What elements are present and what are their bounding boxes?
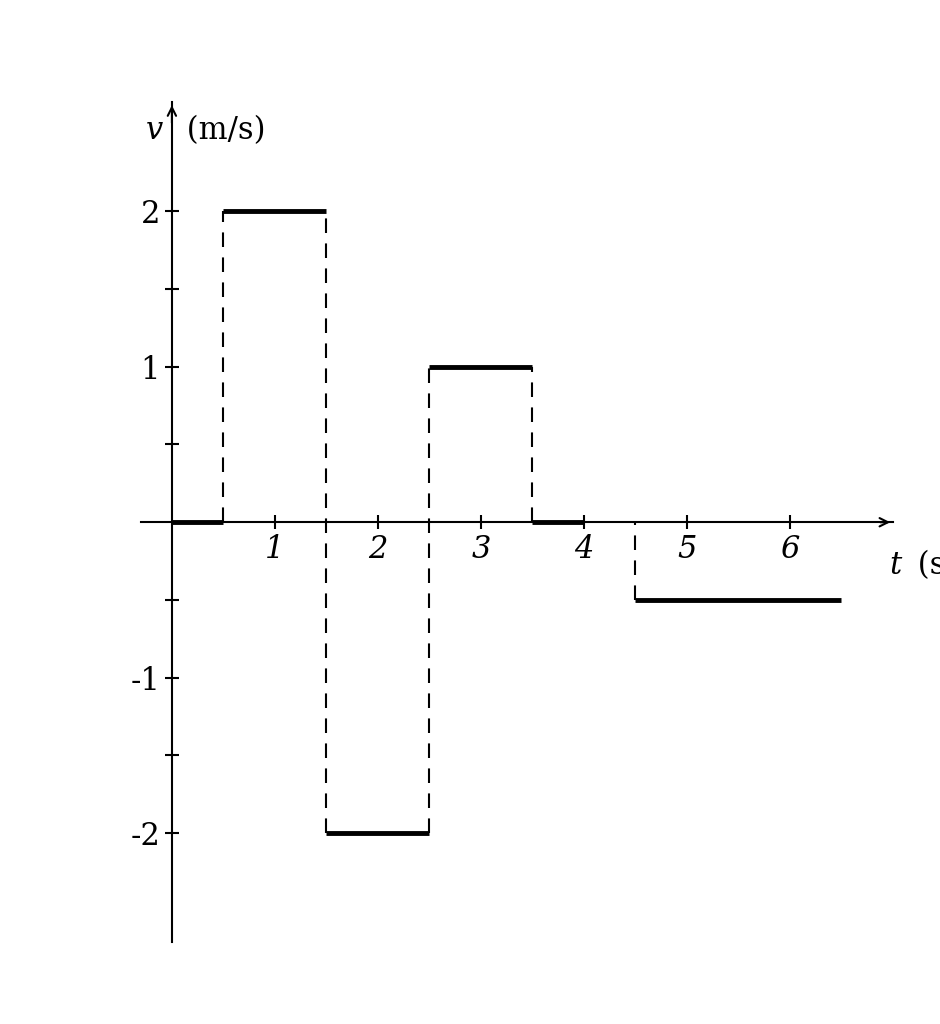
Text: t: t <box>889 550 901 582</box>
Text: (m/s): (m/s) <box>177 115 266 146</box>
Text: (s): (s) <box>908 550 940 582</box>
Text: v: v <box>146 115 164 146</box>
